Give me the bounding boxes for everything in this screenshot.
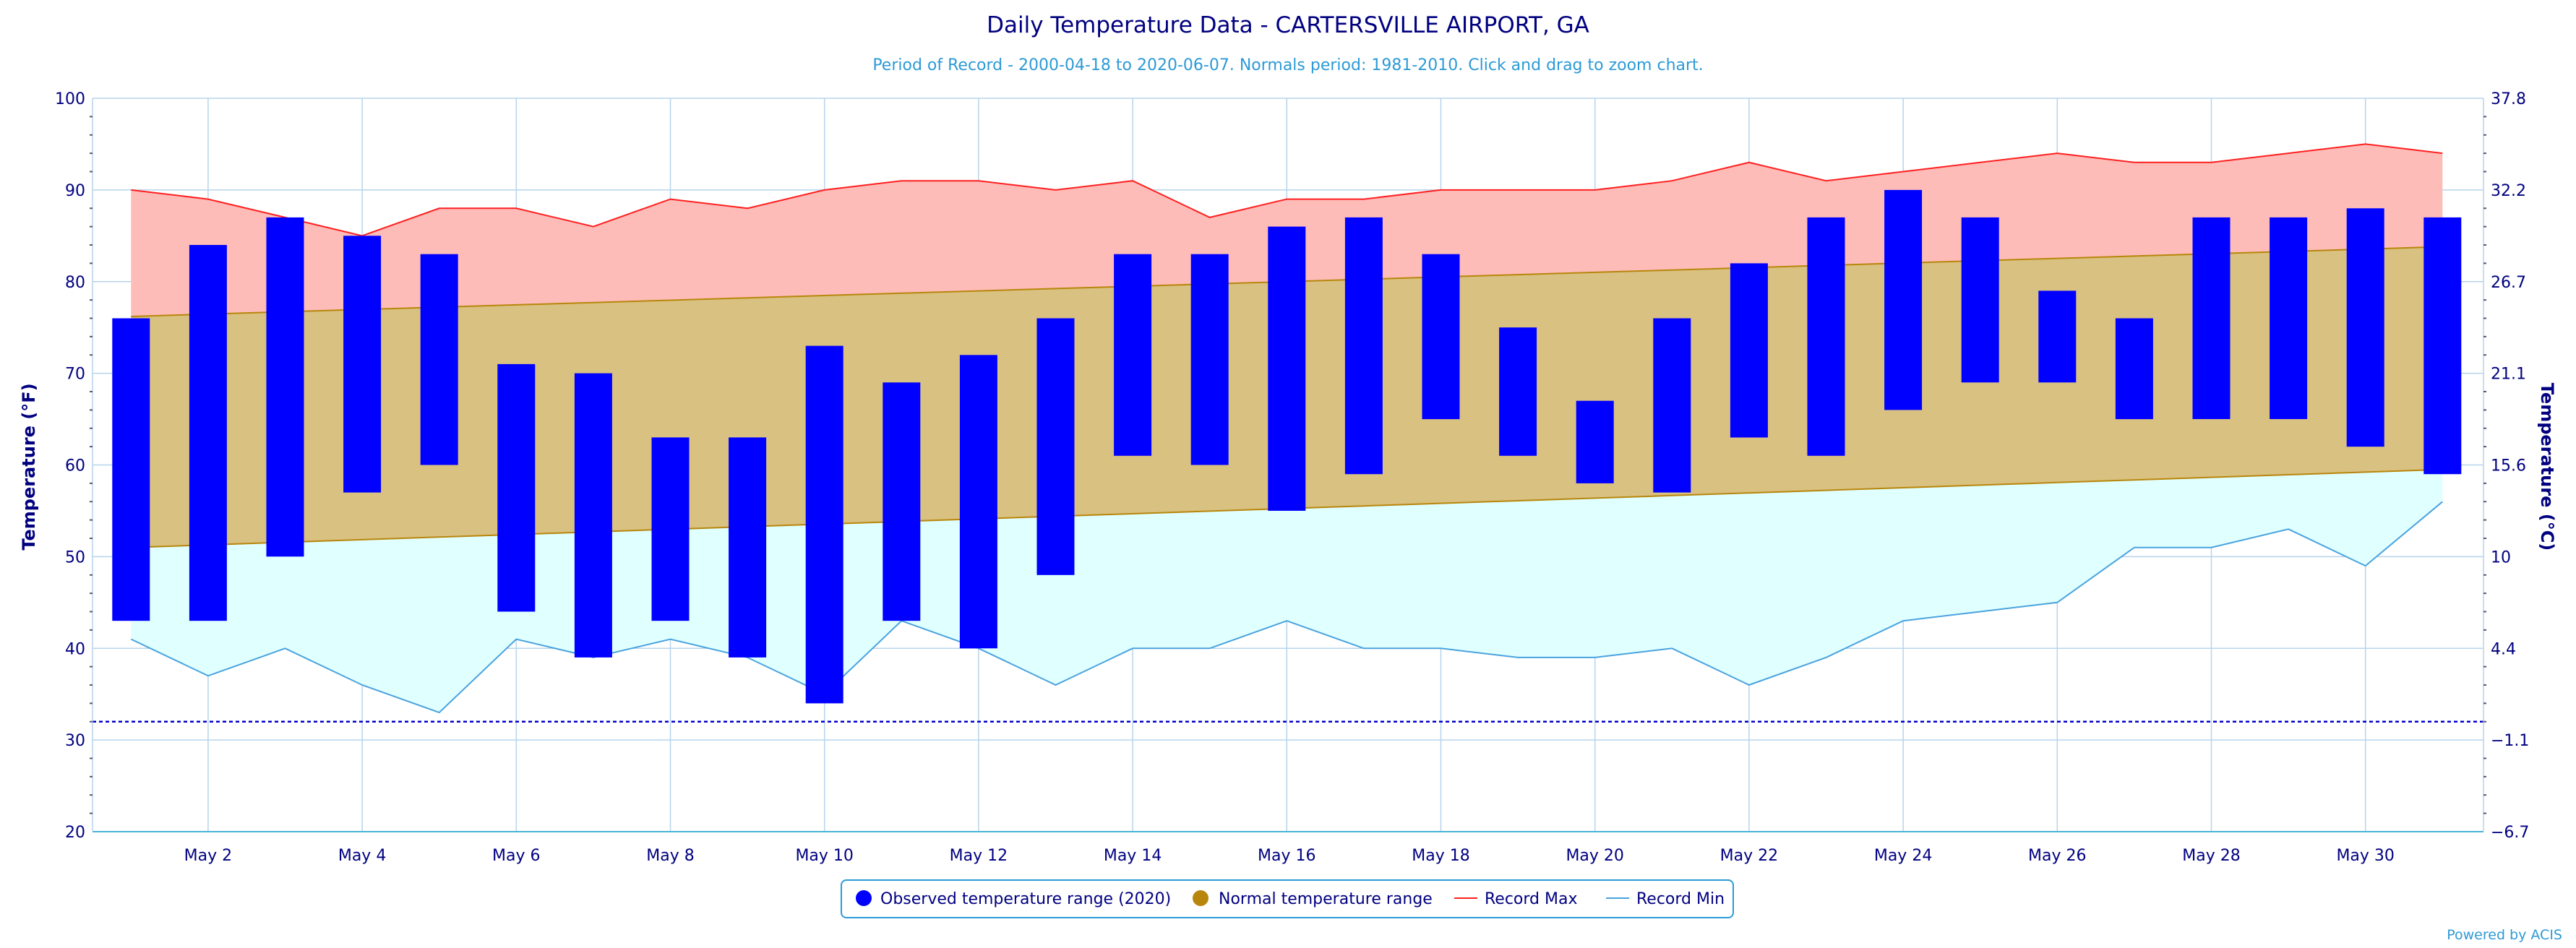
x-tick-label: May 6 — [492, 847, 540, 865]
observed-bar[interactable] — [959, 355, 997, 649]
record-max-line[interactable] — [131, 143, 2443, 237]
record-min-band — [131, 469, 2443, 713]
legend-observed-marker — [856, 890, 872, 906]
y-tick-label-right: −1.1 — [2491, 732, 2529, 750]
observed-bar[interactable] — [2346, 208, 2384, 447]
observed-bar[interactable] — [651, 437, 690, 621]
observed-bar[interactable] — [266, 217, 304, 557]
x-tick-label: May 22 — [1720, 847, 1778, 865]
y-tick-label-right: −6.7 — [2491, 824, 2529, 842]
y-tick-label-left: 50 — [65, 548, 85, 566]
x-tick-label: May 8 — [646, 847, 694, 865]
x-tick-label: May 24 — [1874, 847, 1932, 865]
y-tick-label-right: 4.4 — [2491, 640, 2516, 658]
y-tick-label-left: 80 — [65, 274, 85, 292]
y-tick-label-left: 40 — [65, 640, 85, 658]
observed-bar[interactable] — [1190, 254, 1229, 465]
legend-box — [841, 879, 1734, 918]
record-min-line[interactable] — [130, 501, 2443, 714]
chart-title: Daily Temperature Data - CARTERSVILLE AI… — [987, 12, 1589, 38]
observed-bar[interactable] — [1114, 254, 1152, 456]
observed-bar[interactable] — [497, 363, 536, 612]
legend-observed-label: Observed temperature range (2020) — [880, 890, 1171, 908]
y-tick-label-right: 21.1 — [2491, 366, 2526, 384]
observed-bar[interactable] — [2192, 217, 2231, 419]
observed-bar[interactable] — [1268, 226, 1306, 511]
powered-by-credit[interactable]: Powered by ACIS — [2447, 927, 2562, 943]
plot-area[interactable]: 20 30 40 50 60 70 80 90 100 37.8 32.2 26.7 21.1 15.6 1… — [55, 90, 2529, 865]
observed-bar[interactable] — [1576, 400, 1614, 483]
observed-bar[interactable] — [1499, 327, 1537, 456]
legend-item-observed[interactable]: Observed temperature range (2020) — [856, 890, 1171, 908]
x-tick-label: May 4 — [338, 847, 386, 865]
observed-bar[interactable] — [883, 382, 921, 621]
y-tick-label-right: 26.7 — [2491, 274, 2526, 292]
observed-bar[interactable] — [189, 245, 227, 621]
observed-bar[interactable] — [805, 345, 843, 704]
y-tick-label-left: 70 — [65, 366, 85, 384]
observed-bar[interactable] — [2115, 318, 2153, 420]
legend-item-normal[interactable]: Normal temperature range — [1193, 890, 1433, 908]
x-tick-label: May 18 — [1412, 847, 1469, 865]
x-tick-label: May 28 — [2182, 847, 2240, 865]
observed-bar[interactable] — [420, 254, 458, 465]
observed-bar[interactable] — [2038, 290, 2077, 383]
y-tick-label-left: 60 — [65, 457, 85, 475]
legend-record-min-label: Record Min — [1636, 890, 1725, 908]
observed-bar[interactable] — [1036, 318, 1075, 575]
x-tick-label: May 14 — [1104, 847, 1162, 865]
legend-record-max-label: Record Max — [1485, 890, 1578, 908]
y-tick-label-left: 100 — [55, 90, 85, 108]
x-tick-label: May 2 — [184, 847, 232, 865]
observed-bar[interactable] — [2270, 217, 2308, 419]
y-tick-label-right: 32.2 — [2491, 182, 2526, 200]
observed-bar[interactable] — [1730, 263, 1768, 438]
legend[interactable]: Observed temperature range (2020) Normal… — [841, 879, 1734, 918]
observed-bar[interactable] — [729, 437, 767, 658]
x-tick-label: May 16 — [1258, 847, 1315, 865]
observed-bar[interactable] — [1344, 217, 1383, 475]
y-tick-label-left: 90 — [65, 182, 85, 200]
y-tick-label-right: 15.6 — [2491, 457, 2526, 475]
observed-bar[interactable] — [1422, 254, 1460, 420]
chart-subtitle: Period of Record - 2000-04-18 to 2020-06… — [872, 56, 1703, 74]
legend-normal-label: Normal temperature range — [1219, 890, 1433, 908]
y-axis-title-left: Temperature (°F) — [19, 383, 39, 550]
x-tick-label: May 20 — [1566, 847, 1623, 865]
y-tick-label-right: 10 — [2491, 548, 2511, 566]
legend-item-record-min[interactable]: Record Min — [1606, 890, 1725, 908]
y-tick-label-right: 37.8 — [2491, 90, 2526, 108]
observed-bar[interactable] — [1961, 217, 1999, 383]
legend-item-record-max[interactable]: Record Max — [1454, 890, 1578, 908]
x-tick-label: May 10 — [795, 847, 853, 865]
x-tick-label: May 12 — [950, 847, 1008, 865]
observed-bar[interactable] — [2423, 217, 2462, 475]
observed-bar[interactable] — [112, 318, 150, 621]
y-tick-label-left: 30 — [65, 732, 85, 750]
observed-bar[interactable] — [1653, 318, 1691, 493]
y-axis-title-right: Temperature (°C) — [2537, 383, 2557, 551]
y-tick-label-left: 20 — [65, 824, 85, 842]
x-tick-label: May 26 — [2028, 847, 2086, 865]
x-tick-label: May 30 — [2336, 847, 2394, 865]
observed-bar[interactable] — [343, 236, 382, 493]
observed-bar[interactable] — [1807, 217, 1845, 456]
legend-normal-marker — [1193, 890, 1208, 906]
observed-bar[interactable] — [574, 373, 612, 658]
observed-bar[interactable] — [1884, 189, 1923, 410]
